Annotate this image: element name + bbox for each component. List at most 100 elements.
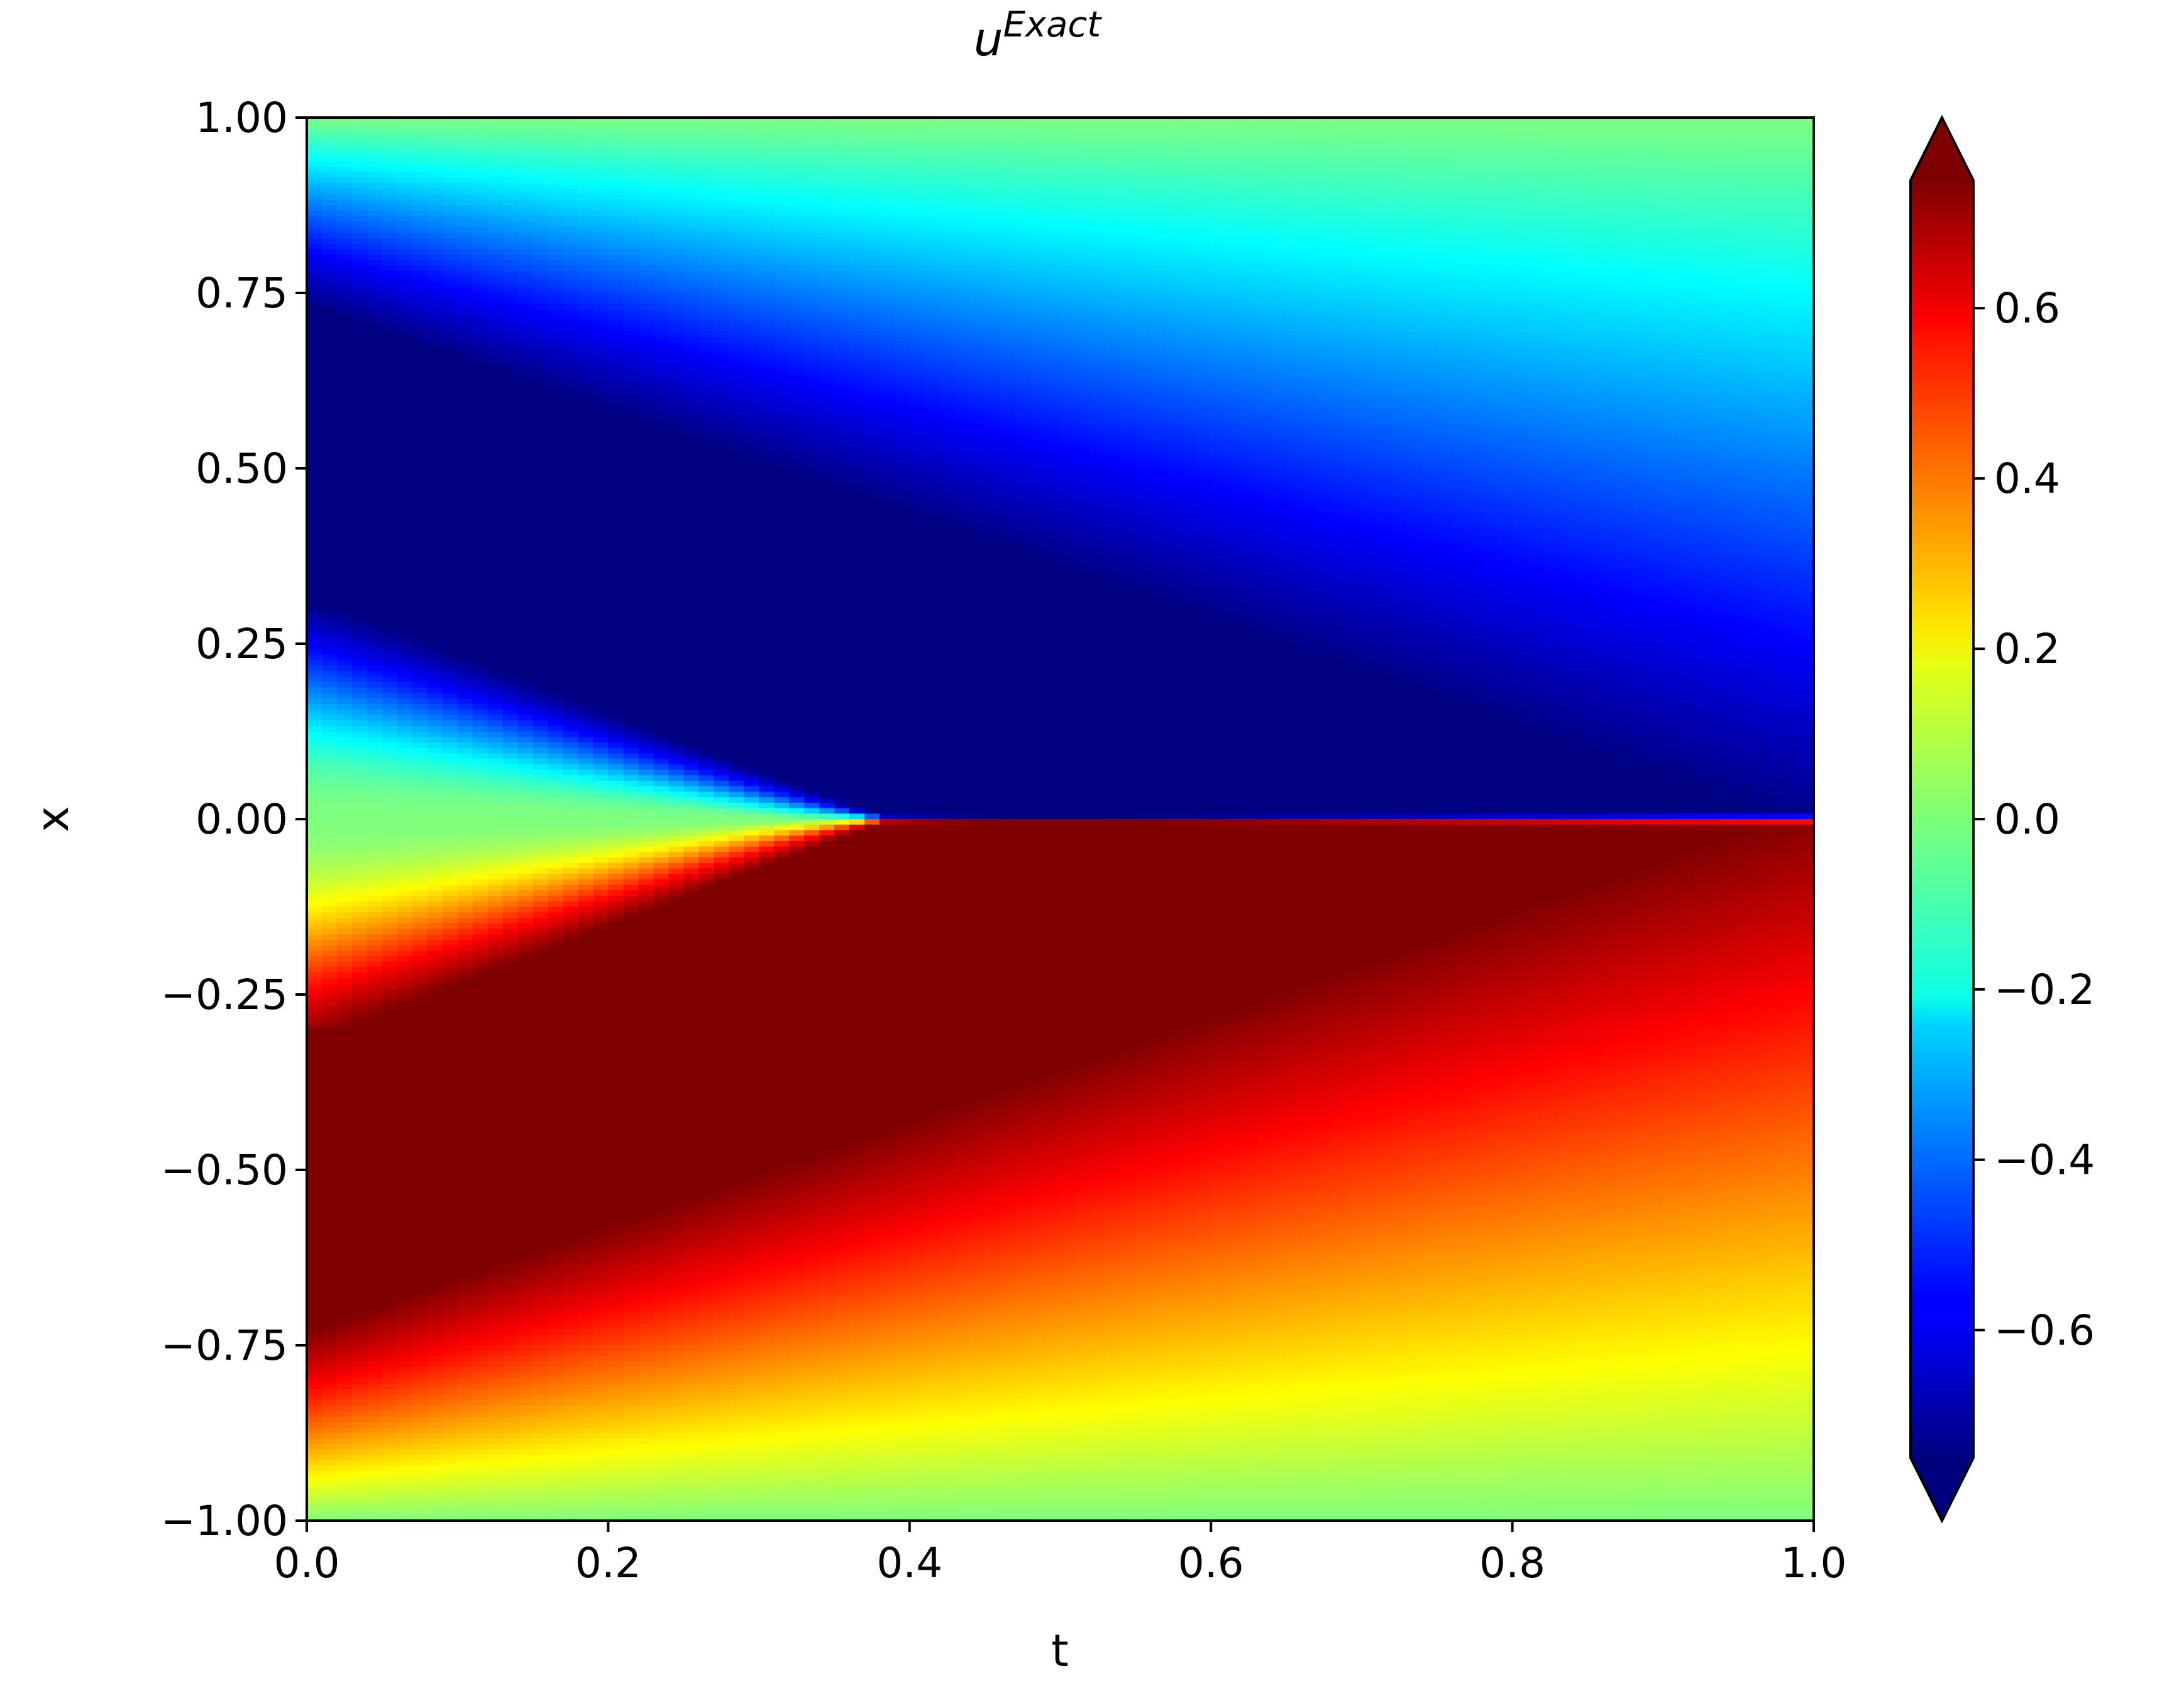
heatmap-cell (382, 578, 398, 584)
heatmap-cell (578, 293, 593, 299)
heatmap-cell (563, 595, 578, 601)
heatmap-cell (593, 238, 609, 245)
heatmap-cell (307, 879, 323, 886)
heatmap-cell (458, 200, 473, 206)
heatmap-cell (307, 885, 323, 891)
heatmap-cell (367, 830, 383, 836)
heatmap-cell (533, 1394, 549, 1401)
heatmap-cell (352, 1428, 368, 1434)
heatmap-cell (503, 512, 519, 519)
heatmap-cell (382, 1039, 398, 1045)
heatmap-cell (518, 583, 534, 590)
heatmap-cell (458, 676, 473, 683)
heatmap-cell (533, 501, 549, 507)
heatmap-cell (337, 485, 353, 491)
heatmap-cell (367, 989, 383, 995)
heatmap-cell (533, 517, 549, 524)
heatmap-cell (367, 1411, 383, 1418)
heatmap-cell (382, 167, 398, 173)
heatmap-cell (397, 1351, 413, 1357)
heatmap-cell (307, 1488, 323, 1494)
heatmap-cell (427, 835, 443, 842)
heatmap-cell (307, 994, 323, 1001)
heatmap-cell (473, 1400, 488, 1406)
chart-title: uExact (974, 4, 1103, 67)
heatmap-cell (563, 227, 578, 233)
heatmap-cell (488, 359, 504, 365)
heatmap-cell (488, 507, 504, 513)
heatmap-cell (352, 622, 368, 628)
heatmap-cell (473, 786, 488, 793)
heatmap-cell (473, 1247, 488, 1253)
heatmap-cell (488, 1493, 504, 1499)
heatmap-cell (548, 145, 564, 152)
heatmap-cell (593, 611, 609, 617)
heatmap-cell (458, 1121, 473, 1127)
heatmap-cell (503, 1066, 519, 1072)
heatmap-cell (563, 414, 578, 420)
heatmap-cell (458, 397, 473, 404)
heatmap-cell (488, 1039, 504, 1045)
heatmap-cell (337, 638, 353, 644)
heatmap-cell (548, 1373, 564, 1379)
heatmap-cell (443, 206, 458, 212)
heatmap-cell (307, 1296, 323, 1303)
heatmap-cell (458, 123, 473, 129)
heatmap-cell (382, 901, 398, 908)
heatmap-cell (412, 896, 428, 902)
heatmap-cell (367, 1263, 383, 1269)
heatmap-cell (427, 1055, 443, 1061)
heatmap-cell (533, 539, 549, 546)
heatmap-cell (427, 567, 443, 573)
heatmap-cell (578, 123, 593, 129)
heatmap-cell (518, 595, 534, 601)
heatmap-cell (518, 978, 534, 984)
heatmap-cell (382, 206, 398, 212)
heatmap-cell (503, 825, 519, 831)
heatmap-cell (533, 950, 549, 957)
heatmap-cell (412, 1154, 428, 1160)
heatmap-cell (518, 770, 534, 776)
heatmap-cell (548, 923, 564, 930)
heatmap-cell (427, 918, 443, 924)
heatmap-cell (307, 1049, 323, 1055)
heatmap-cell (533, 1362, 549, 1368)
heatmap-cell (382, 1460, 398, 1467)
heatmap-cell (533, 753, 549, 759)
heatmap-cell (548, 1148, 564, 1154)
heatmap-cell (578, 1477, 593, 1483)
heatmap-cell (473, 216, 488, 223)
heatmap-cell (412, 167, 428, 173)
heatmap-cell (563, 813, 578, 820)
heatmap-cell (322, 321, 338, 327)
heatmap-cell (548, 852, 564, 858)
heatmap-cell (412, 1208, 428, 1215)
heatmap-cell (352, 1384, 368, 1390)
heatmap-cell (307, 737, 323, 743)
heatmap-cell (382, 666, 398, 672)
heatmap-cell (443, 370, 458, 376)
heatmap-cell (352, 233, 368, 239)
heatmap-cell (322, 287, 338, 294)
heatmap-cell (488, 342, 504, 348)
heatmap-cell (427, 1088, 443, 1094)
heatmap-cell (488, 134, 504, 140)
heatmap-cell (412, 1274, 428, 1281)
heatmap-cell (352, 348, 368, 354)
heatmap-cell (563, 485, 578, 491)
heatmap-cell (307, 1433, 323, 1440)
heatmap-cell (382, 841, 398, 847)
heatmap-cell (322, 688, 338, 694)
heatmap-cell (548, 578, 564, 584)
heatmap-cell (322, 561, 338, 568)
heatmap-cell (488, 1335, 504, 1341)
heatmap-cell (367, 1351, 383, 1357)
heatmap-cell (307, 1230, 323, 1237)
heatmap-cell (518, 616, 534, 622)
heatmap-cell (533, 545, 549, 551)
heatmap-cell (518, 726, 534, 732)
heatmap-cell (307, 1450, 323, 1456)
heatmap-cell (382, 1389, 398, 1396)
heatmap-cell (337, 1450, 353, 1456)
heatmap-cell (458, 1482, 473, 1489)
